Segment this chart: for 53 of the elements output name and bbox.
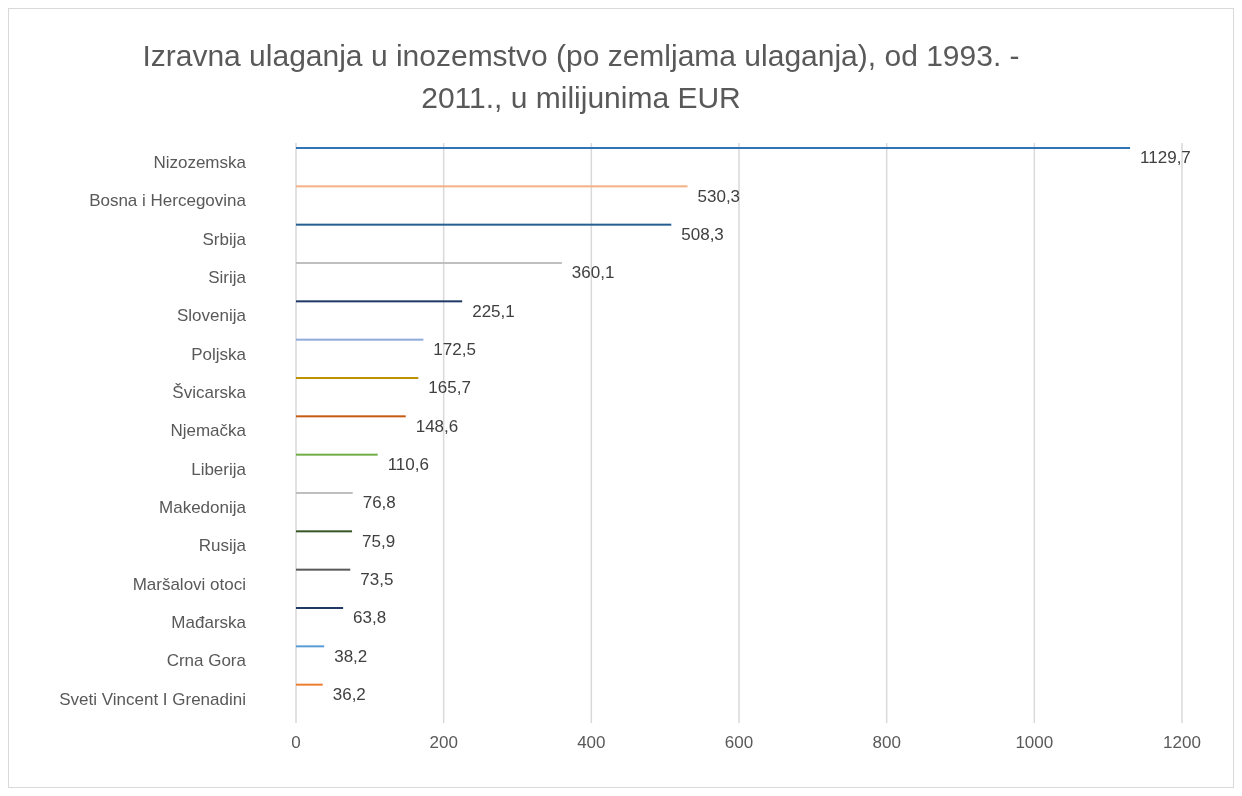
y-tick-label: Mađarska xyxy=(171,613,247,633)
bar xyxy=(296,262,562,264)
x-tick-label: 1000 xyxy=(1015,733,1054,752)
bar xyxy=(296,377,419,379)
data-label: 148,6 xyxy=(415,416,459,436)
data-label: 1129,7 xyxy=(1140,148,1191,168)
y-tick-label: Nizozemska xyxy=(153,153,247,173)
x-tick-label: 1200 xyxy=(1163,733,1201,752)
bar xyxy=(296,683,323,686)
data-label: 172,5 xyxy=(433,339,476,359)
x-tick-label: 400 xyxy=(577,733,606,752)
data-label: 38,2 xyxy=(334,646,368,666)
y-tick-label: Njemačka xyxy=(170,421,247,441)
data-label: 360,1 xyxy=(571,263,615,283)
data-label: 36,2 xyxy=(332,684,366,704)
y-tick-label: Bosna i Hercegovina xyxy=(89,191,247,211)
y-tick-label: Srbija xyxy=(202,229,247,249)
y-tick-label: Sveti Vincent I Grenadini xyxy=(59,689,246,709)
chart-title: Izravna ulaganja u inozemstvo (po zemljama ulaganja), od 1993. - 2011., u milijunima EUR xyxy=(142,39,1020,114)
y-tick-label: Maršalovi otoci xyxy=(132,574,246,594)
data-label: 75,9 xyxy=(362,531,396,551)
y-tick-label: Makedonija xyxy=(159,498,247,518)
x-tick-label: 200 xyxy=(429,733,458,752)
bar xyxy=(296,530,353,533)
data-label: 110,6 xyxy=(387,454,429,474)
y-tick-label: Rusija xyxy=(198,536,247,556)
bar xyxy=(296,568,351,571)
data-label: 76,8 xyxy=(362,493,396,513)
bar xyxy=(296,415,406,418)
bar xyxy=(296,338,424,341)
bar xyxy=(296,492,353,494)
y-tick-label: Crna Gora xyxy=(166,651,247,671)
y-tick-label: Liberija xyxy=(191,459,247,479)
data-label: 73,5 xyxy=(360,569,394,589)
x-tick-label: 0 xyxy=(291,733,301,752)
bar xyxy=(296,300,463,303)
bar xyxy=(296,223,672,226)
data-label: 225,1 xyxy=(472,301,515,321)
y-tick-label: Poljska xyxy=(191,344,247,364)
x-tick-label: 600 xyxy=(724,733,754,752)
data-label: 165,7 xyxy=(428,378,471,398)
bar xyxy=(296,185,688,188)
y-tick-label: Švicarska xyxy=(172,383,247,403)
data-label: 530,3 xyxy=(697,186,741,206)
bar xyxy=(296,147,1131,149)
bar xyxy=(296,453,378,456)
bar xyxy=(296,607,344,609)
bar xyxy=(296,645,325,648)
data-label: 63,8 xyxy=(353,608,387,628)
y-tick-label: Sirija xyxy=(208,268,247,288)
x-tick-label: 800 xyxy=(872,733,901,752)
y-tick-label: Slovenija xyxy=(177,306,247,326)
data-label: 508,3 xyxy=(681,224,724,244)
